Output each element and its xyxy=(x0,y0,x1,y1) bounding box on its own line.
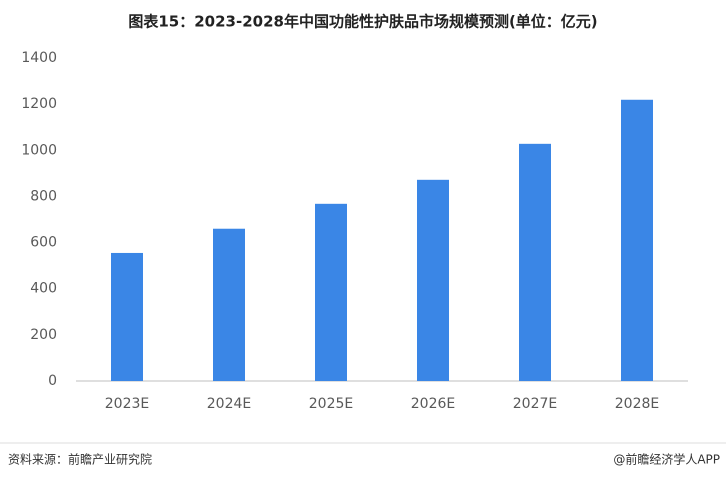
source: 资料来源：前瞻产业研究院 xyxy=(8,452,152,467)
bar xyxy=(621,99,653,382)
x-tick-label: 2028E xyxy=(615,396,659,412)
y-tick-label: 800 xyxy=(30,188,57,204)
y-tick-label: 1000 xyxy=(21,142,57,158)
bar xyxy=(213,228,245,381)
x-tick-label: 2023E xyxy=(105,396,149,412)
x-tick-label: 2024E xyxy=(207,396,251,412)
bar xyxy=(111,252,143,381)
x-tick-label: 2026E xyxy=(411,396,455,412)
y-tick-label: 200 xyxy=(30,327,57,343)
y-tick-label: 1200 xyxy=(21,96,57,112)
credit: @前瞻经济学人APP xyxy=(613,452,720,467)
y-tick-label: 400 xyxy=(30,281,57,297)
y-tick-label: 0 xyxy=(48,373,57,389)
bar xyxy=(519,143,551,381)
bar xyxy=(417,179,449,381)
bar xyxy=(315,203,347,381)
y-tick-label: 600 xyxy=(30,235,57,251)
chart-title: 图表15：2023-2028年中国功能性护肤品市场规模预测(单位：亿元) xyxy=(128,13,597,31)
x-tick-label: 2025E xyxy=(309,396,353,412)
y-tick-label: 1400 xyxy=(21,50,57,66)
x-tick-label: 2027E xyxy=(513,396,557,412)
